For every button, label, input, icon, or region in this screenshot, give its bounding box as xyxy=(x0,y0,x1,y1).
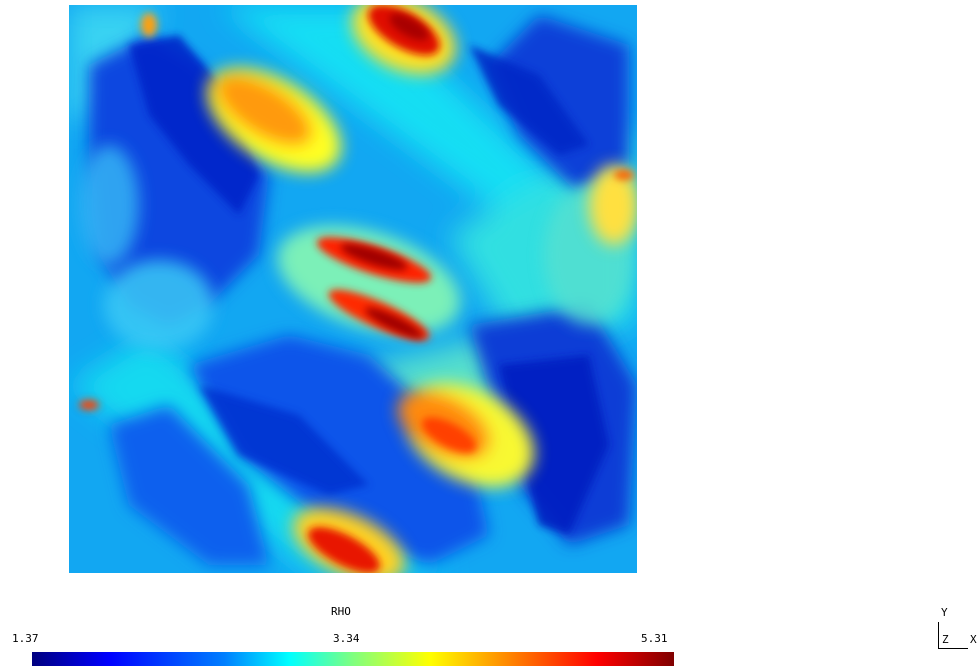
variable-title: RHO xyxy=(331,605,351,618)
axis-y-label: Y xyxy=(941,606,948,619)
density-field-plot xyxy=(69,5,637,573)
axes-triad: Y Z X xyxy=(936,604,980,664)
axis-x-line xyxy=(938,648,968,649)
axis-z-label: Z xyxy=(942,633,949,646)
axis-x-label: X xyxy=(970,633,977,646)
colorbar xyxy=(32,652,674,666)
axis-y-line xyxy=(938,622,939,648)
colorbar-min-label: 1.37 xyxy=(12,632,39,645)
colorbar-max-label: 5.31 xyxy=(641,632,668,645)
colorbar-mid-label: 3.34 xyxy=(333,632,360,645)
